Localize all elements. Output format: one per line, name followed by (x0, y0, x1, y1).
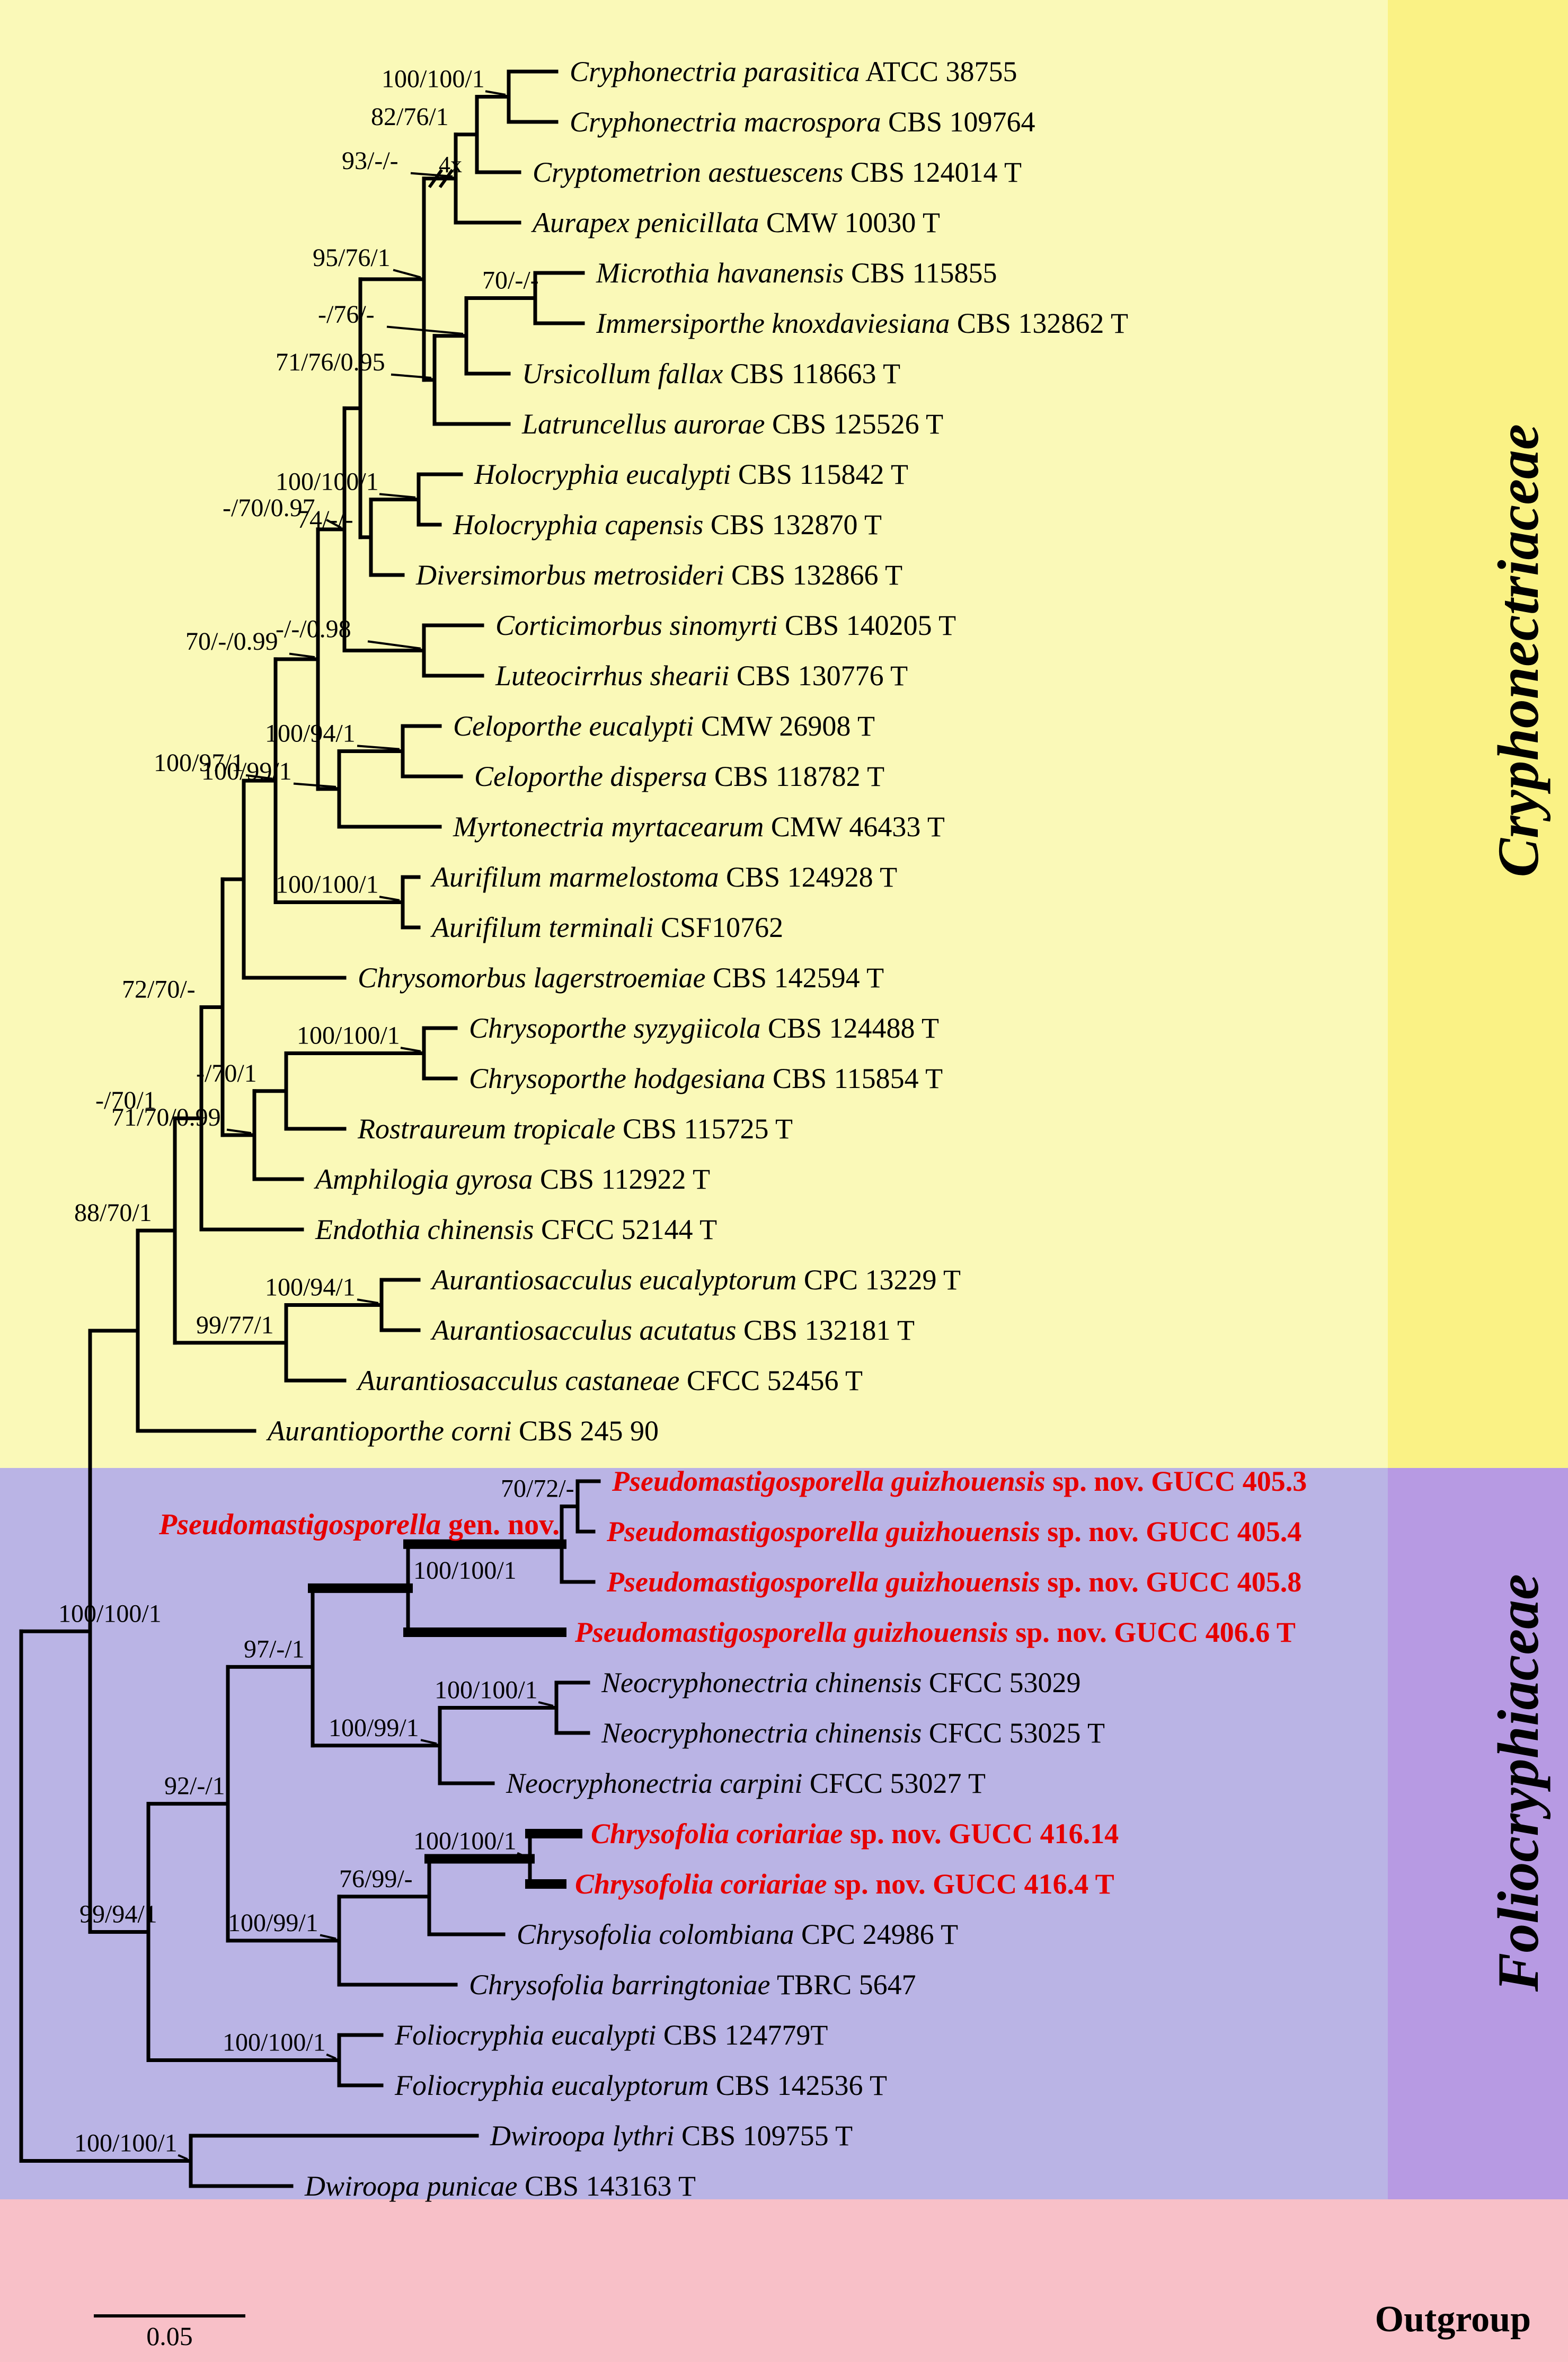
support-value: 100/100/1 (276, 871, 379, 899)
support-value: 88/70/1 (74, 1199, 152, 1227)
taxon-label: Amphilogia gyrosa CBS 112922 T (314, 1163, 710, 1195)
support-value: 100/100/1 (74, 2129, 178, 2157)
support-value: 93/-/- (342, 147, 398, 175)
taxon-label: Chrysoporthe hodgesiana CBS 115854 T (469, 1063, 943, 1094)
taxon-label: Cryphonectria parasitica ATCC 38755 (570, 56, 1017, 87)
support-value: 99/77/1 (196, 1311, 274, 1339)
taxon-label: Neocryphonectria carpini CFCC 53027 T (506, 1767, 986, 1799)
taxon-label: Latruncellus aurorae CBS 125526 T (521, 408, 943, 440)
taxon-label: Rostraureum tropicale CBS 115725 T (357, 1113, 793, 1145)
taxon-label: Endothia chinensis CFCC 52144 T (315, 1214, 717, 1245)
taxon-label: Neocryphonectria chinensis CFCC 53029 (601, 1667, 1080, 1698)
taxon-label: Aurapex penicillata CMW 10030 T (531, 207, 940, 238)
support-value: -/70/1 (196, 1059, 257, 1087)
taxon-label: Microthia havanensis CBS 115855 (596, 257, 997, 289)
support-value: 92/-/1 (164, 1772, 225, 1800)
support-value: 95/76/1 (313, 244, 391, 272)
support-value: 100/94/1 (265, 1273, 356, 1302)
taxon-label: Dwiroopa punicae CBS 143163 T (304, 2170, 696, 2202)
taxon-label: Aurantioporthe corni CBS 245 90 (266, 1415, 659, 1447)
support-value: 100/100/1 (413, 1827, 517, 1855)
taxon-label-novel: Pseudomastigosporella guizhouensis sp. n… (606, 1516, 1301, 1547)
taxon-label-novel: Pseudomastigosporella guizhouensis sp. n… (606, 1566, 1301, 1598)
support-value: 82/76/1 (371, 103, 449, 131)
support-value: -/-/0.98 (276, 615, 351, 643)
taxon-label: Corticimorbus sinomyrti CBS 140205 T (495, 609, 956, 641)
support-value: 100/94/1 (265, 720, 356, 748)
support-value: 99/94/1 (79, 1900, 157, 1928)
taxon-label-novel: Chrysofolia coriariae sp. nov. GUCC 416.… (575, 1868, 1114, 1900)
taxon-label: Celoporthe dispersa CBS 118782 T (474, 760, 884, 792)
branch-scale-4x: 4x (439, 152, 462, 178)
support-value: 70/72/- (501, 1475, 574, 1503)
phylogenetic-tree: 4x 100/100/1 82/76/1 93/-/- 70/-/- -/76/- 71/7… (0, 0, 1568, 2362)
support-value: 72/70/- (122, 975, 196, 1003)
taxon-label: Chrysomorbus lagerstroemiae CBS 142594 T (358, 962, 884, 994)
taxon-label: Cryphonectria macrospora CBS 109764 (570, 106, 1035, 138)
taxon-label: Neocryphonectria chinensis CFCC 53025 T (601, 1717, 1105, 1749)
scale-bar-label: 0.05 (146, 2321, 193, 2351)
taxon-label-novel: Pseudomastigosporella guizhouensis sp. n… (612, 1465, 1307, 1497)
support-value: 100/100/1 (297, 1022, 400, 1050)
taxon-label: Foliocryphia eucalyptorum CBS 142536 T (394, 2069, 887, 2101)
taxon-label: Aurantiosacculus eucalyptorum CPC 13229 … (430, 1264, 961, 1296)
support-value: -/76/- (318, 300, 375, 329)
taxon-label: Chrysofolia barringtoniae TBRC 5647 (469, 1969, 916, 2001)
support-value: 100/100/1 (223, 2029, 326, 2057)
taxon-label: Holocryphia capensis CBS 132870 T (453, 509, 882, 541)
taxon-label: Diversimorbus metrosideri CBS 132866 T (415, 559, 902, 591)
support-value: 100/99/1 (228, 1909, 318, 1937)
taxon-label: Celoporthe eucalypti CMW 26908 T (453, 710, 875, 742)
support-value: 100/99/1 (329, 1714, 419, 1742)
support-value: -/70/0.97 (223, 494, 315, 522)
support-value: 100/100/1 (382, 65, 485, 93)
taxon-label: Aurifilum marmelostoma CBS 124928 T (430, 861, 897, 893)
support-value: 100/100/1 (276, 468, 379, 496)
support-value: -/70/1 (95, 1086, 156, 1114)
genus-novum-label: Pseudomastigosporella gen. nov. (158, 1508, 560, 1541)
taxon-label-novel: Pseudomastigosporella guizhouensis sp. n… (574, 1616, 1296, 1648)
support-value: 100/100/1 (435, 1676, 538, 1704)
taxon-label: Holocryphia eucalypti CBS 115842 T (474, 458, 908, 490)
support-value: 76/99/- (339, 1865, 413, 1893)
taxon-label-novel: Chrysofolia coriariae sp. nov. GUCC 416.… (591, 1818, 1119, 1850)
support-value: 100/97/1 (154, 749, 244, 777)
taxon-label: Immersiporthe knoxdaviesiana CBS 132862 … (596, 307, 1128, 339)
taxon-label: Luteocirrhus shearii CBS 130776 T (495, 660, 908, 692)
taxon-label: Myrtonectria myrtacearum CMW 46433 T (453, 811, 945, 843)
taxon-label: Chrysofolia colombiana CPC 24986 T (517, 1918, 958, 1950)
support-value: 100/100/1 (58, 1599, 162, 1627)
taxon-label: Aurifilum terminali CSF10762 (430, 912, 783, 943)
taxon-label: Foliocryphia eucalypti CBS 124779T (394, 2019, 828, 2051)
support-value: 71/76/0.95 (276, 348, 385, 376)
taxon-label: Aurantiosacculus acutatus CBS 132181 T (430, 1314, 915, 1346)
support-value: 100/100/1 (413, 1556, 517, 1585)
taxon-label: Chrysoporthe syzygiicola CBS 124488 T (469, 1012, 939, 1044)
taxon-label: Ursicollum fallax CBS 118663 T (522, 358, 900, 390)
support-value: 70/-/- (482, 267, 539, 295)
taxon-label: Aurantiosacculus castaneae CFCC 52456 T (356, 1365, 863, 1396)
taxon-label: Cryptometrion aestuescens CBS 124014 T (533, 156, 1022, 188)
taxon-label: Dwiroopa lythri CBS 109755 T (490, 2120, 853, 2152)
support-value: 70/-/0.99 (185, 627, 278, 656)
support-value: 97/-/1 (244, 1635, 305, 1663)
